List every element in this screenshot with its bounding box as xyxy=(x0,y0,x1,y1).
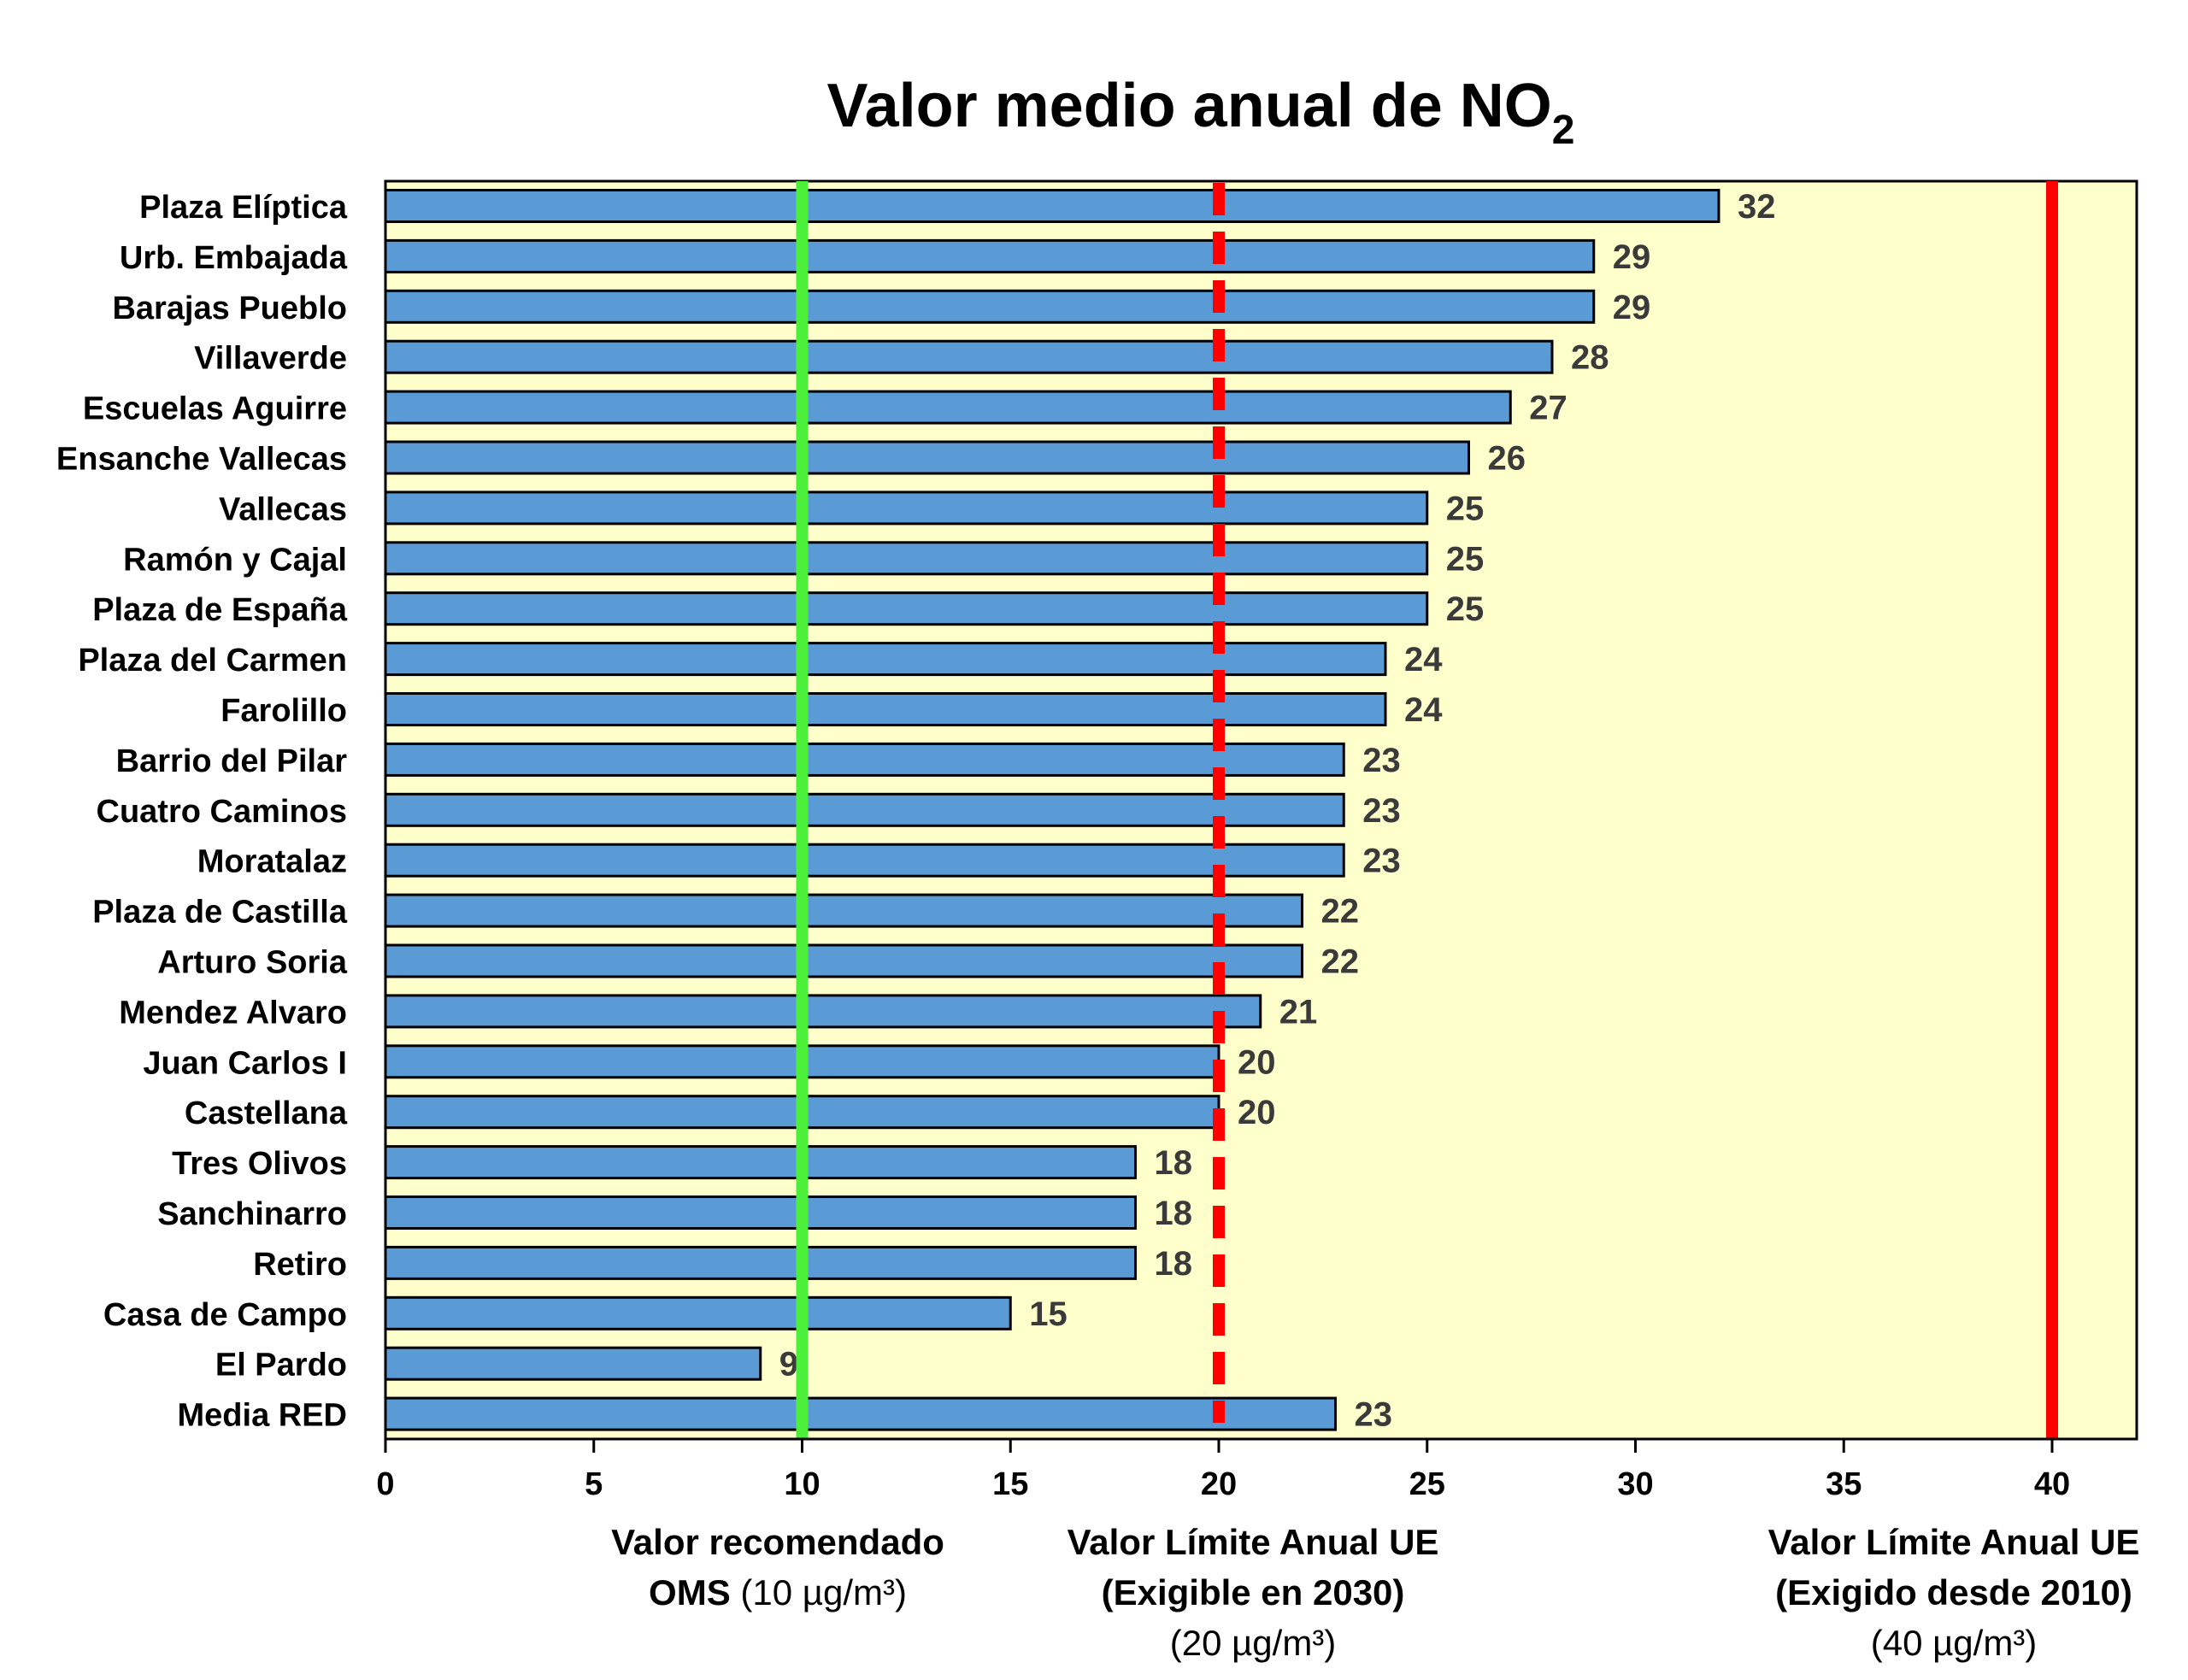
reference-note-40-line-1: Valor Límite Anual UE xyxy=(1768,1522,2140,1562)
category-label-ensanche-vallecas: Ensanche Vallecas xyxy=(56,442,347,478)
value-label-ramon-y-cajal: 25 xyxy=(1446,540,1485,578)
reference-note-10-line-1: Valor recomendado xyxy=(611,1522,944,1562)
category-label-barrio-del-pilar: Barrio del Pilar xyxy=(116,743,348,779)
reference-note-20-line-3: (20 µg/m³) xyxy=(1170,1623,1337,1663)
category-label-escuelas-aguirre: Escuelas Aguirre xyxy=(83,391,347,427)
reference-note-20-line-2: (Exigible en 2030) xyxy=(1102,1572,1405,1612)
category-label-farolillo: Farolillo xyxy=(221,693,347,729)
bar-urb-embajada xyxy=(384,238,1596,273)
value-label-arturo-soria: 22 xyxy=(1321,943,1360,981)
bar-barajas-pueblo xyxy=(384,289,1596,324)
category-label-plaza-eliptica: Plaza Elíptica xyxy=(139,190,348,226)
value-label-escuelas-aguirre: 27 xyxy=(1529,390,1567,427)
value-label-villaverde: 28 xyxy=(1571,339,1609,377)
category-label-barajas-pueblo: Barajas Pueblo xyxy=(112,291,347,326)
value-label-cuatro-caminos: 23 xyxy=(1362,792,1401,830)
bar-villaverde xyxy=(384,339,1554,374)
bar-plaza-de-castilla xyxy=(384,893,1303,928)
value-label-barajas-pueblo: 29 xyxy=(1613,289,1651,326)
x-tick-label-15: 15 xyxy=(992,1466,1028,1502)
bar-media-red xyxy=(384,1396,1337,1431)
x-tick-label-30: 30 xyxy=(1617,1466,1653,1502)
value-label-urb-embajada: 29 xyxy=(1613,238,1651,276)
bar-barrio-del-pilar xyxy=(384,742,1345,777)
value-label-plaza-de-espana: 25 xyxy=(1446,590,1485,628)
bar-cuatro-caminos xyxy=(384,792,1345,827)
reference-notes-group: Valor recomendado OMS (10 µg/m³) Valor Lím… xyxy=(611,1522,2139,1663)
category-label-moratalaz: Moratalaz xyxy=(197,844,347,880)
bar-retiro xyxy=(384,1245,1137,1280)
value-label-casa-de-campo: 15 xyxy=(1029,1295,1068,1333)
reference-note-10-line-2: OMS (10 µg/m³) xyxy=(649,1572,907,1612)
category-label-mendez-alvaro: Mendez Alvaro xyxy=(119,995,347,1031)
category-label-ramon-y-cajal: Ramón y Cajal xyxy=(123,542,347,578)
bar-moratalaz xyxy=(384,843,1345,878)
category-label-castellana: Castellana xyxy=(185,1096,348,1131)
bar-vallecas xyxy=(384,490,1429,526)
bar-arturo-soria xyxy=(384,943,1303,978)
category-label-casa-de-campo: Casa de Campo xyxy=(103,1297,347,1333)
value-label-moratalaz: 23 xyxy=(1362,843,1401,880)
category-label-el-pardo: El Pardo xyxy=(215,1348,347,1383)
value-label-el-pardo: 9 xyxy=(779,1346,798,1383)
value-label-vallecas: 25 xyxy=(1446,490,1485,527)
x-axis: 0 5 10 15 20 25 30 35 40 xyxy=(376,1437,2137,1502)
category-label-villaverde: Villaverde xyxy=(194,341,347,377)
value-label-plaza-eliptica: 32 xyxy=(1738,188,1776,226)
value-label-castellana: 20 xyxy=(1238,1094,1276,1131)
bar-tres-olivos xyxy=(384,1145,1137,1180)
x-tick-label-25: 25 xyxy=(1409,1466,1445,1502)
bar-casa-de-campo xyxy=(384,1295,1012,1330)
value-label-barrio-del-pilar: 23 xyxy=(1362,742,1401,779)
bar-ramon-y-cajal xyxy=(384,541,1429,576)
category-label-plaza-del-carmen: Plaza del Carmen xyxy=(78,643,347,678)
bar-sanchinarro xyxy=(384,1195,1137,1230)
value-label-juan-carlos-i: 20 xyxy=(1238,1043,1276,1081)
reference-note-40-line-2: (Exigido desde 2010) xyxy=(1775,1572,2132,1612)
bar-plaza-eliptica xyxy=(384,189,1720,223)
value-label-plaza-del-carmen: 24 xyxy=(1404,641,1443,678)
category-label-cuatro-caminos: Cuatro Caminos xyxy=(97,794,347,830)
chart-title: Valor medio anual de NO2 xyxy=(827,72,1575,153)
x-tick-label-10: 10 xyxy=(784,1466,820,1502)
x-tick-label-0: 0 xyxy=(376,1466,394,1502)
value-label-sanchinarro: 18 xyxy=(1155,1195,1193,1232)
category-label-arturo-soria: Arturo Soria xyxy=(157,945,348,981)
x-tick-label-5: 5 xyxy=(585,1466,603,1502)
category-label-media-red: Media RED xyxy=(178,1398,347,1434)
category-label-plaza-de-espana: Plaza de España xyxy=(92,592,348,628)
category-label-juan-carlos-i: Juan Carlos I xyxy=(143,1045,347,1081)
reference-note-20-line-1: Valor Límite Anual UE xyxy=(1068,1522,1439,1562)
reference-note-40-line-3: (40 µg/m³) xyxy=(1871,1623,2038,1663)
x-tick-label-35: 35 xyxy=(1826,1466,1862,1502)
category-label-vallecas: Vallecas xyxy=(219,491,347,527)
category-label-sanchinarro: Sanchinarro xyxy=(157,1196,347,1232)
category-label-urb-embajada: Urb. Embajada xyxy=(120,240,348,276)
value-label-mendez-alvaro: 21 xyxy=(1279,993,1318,1031)
value-label-ensanche-vallecas: 26 xyxy=(1488,440,1526,478)
value-label-retiro: 18 xyxy=(1155,1245,1193,1283)
category-label-tres-olivos: Tres Olivos xyxy=(172,1146,347,1182)
bar-ensanche-vallecas xyxy=(384,440,1470,475)
bar-plaza-de-espana xyxy=(384,591,1429,626)
value-label-media-red: 23 xyxy=(1355,1396,1393,1434)
bar-mendez-alvaro xyxy=(384,994,1262,1029)
bar-escuelas-aguirre xyxy=(384,390,1512,425)
reference-lines-group xyxy=(796,181,2058,1439)
bar-plaza-del-carmen xyxy=(384,642,1387,677)
bar-farolillo xyxy=(384,692,1387,726)
value-label-plaza-de-castilla: 22 xyxy=(1321,893,1360,931)
x-tick-label-40: 40 xyxy=(2034,1466,2070,1502)
chart-title-main: Valor medio anual de NO xyxy=(827,72,1552,140)
bar-el-pardo xyxy=(384,1346,762,1381)
category-labels-group: Plaza Elíptica Urb. Embajada Barajas Puebl… xyxy=(56,190,348,1434)
chart-title-subscript: 2 xyxy=(1552,108,1575,153)
x-tick-label-20: 20 xyxy=(1201,1466,1237,1502)
value-label-farolillo: 24 xyxy=(1404,691,1443,729)
category-label-plaza-de-castilla: Plaza de Castilla xyxy=(92,895,348,931)
category-label-retiro: Retiro xyxy=(253,1247,347,1283)
value-label-tres-olivos: 18 xyxy=(1155,1144,1193,1182)
